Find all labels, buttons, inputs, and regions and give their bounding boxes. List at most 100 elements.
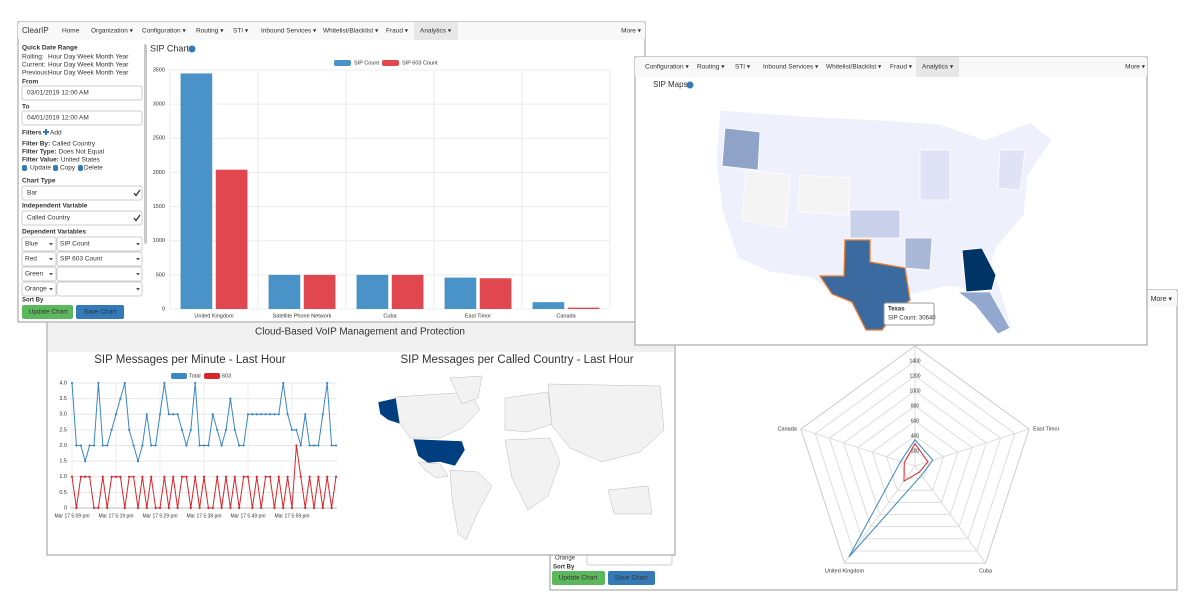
nav-item[interactable]: Configuration ▾ bbox=[645, 64, 689, 71]
input[interactable] bbox=[21, 85, 143, 101]
link[interactable]: Copy bbox=[60, 165, 76, 172]
select-value[interactable]: Called Country bbox=[27, 215, 71, 222]
r-tick-label: 1000 bbox=[909, 388, 920, 394]
select-value[interactable]: Red bbox=[25, 256, 37, 263]
nav-item[interactable]: Inbound Services ▾ bbox=[763, 64, 819, 71]
point bbox=[282, 381, 285, 385]
nav-item[interactable]: Configuration ▾ bbox=[142, 28, 186, 35]
y-tick-label: 3.5 bbox=[59, 396, 67, 402]
point bbox=[92, 444, 96, 447]
axis-label: United Kingdom bbox=[825, 569, 865, 575]
point bbox=[114, 413, 118, 416]
link[interactable]: Delete bbox=[84, 165, 103, 172]
select[interactable] bbox=[56, 281, 143, 297]
spoke bbox=[914, 428, 1030, 467]
select-value[interactable]: SIP 603 Count bbox=[60, 256, 102, 263]
point bbox=[110, 428, 113, 431]
nav-item[interactable]: Inbound Services ▾ bbox=[261, 28, 317, 35]
update-button[interactable] bbox=[552, 571, 605, 585]
y-tick-label: 0.5 bbox=[59, 490, 67, 496]
axis-label: Canada bbox=[778, 426, 798, 432]
state bbox=[904, 237, 933, 271]
radar-line bbox=[848, 438, 934, 558]
nav-item[interactable]: More ▾ bbox=[1125, 64, 1146, 71]
y-tick-label: 0 bbox=[64, 505, 67, 511]
point bbox=[229, 506, 232, 510]
range-links[interactable]: Hour Day Week Month Year bbox=[48, 70, 129, 77]
nav-item[interactable]: Routing ▾ bbox=[697, 64, 725, 71]
r-tick-label: 1200 bbox=[909, 373, 920, 379]
nav-item[interactable]: STI ▾ bbox=[233, 28, 249, 35]
nav-item[interactable]: More ▾ bbox=[1151, 296, 1173, 303]
nav-item[interactable]: Fraud ▾ bbox=[386, 28, 409, 35]
select[interactable] bbox=[21, 236, 57, 252]
nav-item[interactable]: Analytics ▾ bbox=[420, 28, 452, 35]
button-label[interactable]: Save Chart bbox=[84, 309, 117, 316]
y-tick-label: 3000 bbox=[153, 102, 165, 108]
bar bbox=[391, 274, 424, 309]
grid-ring bbox=[843, 390, 987, 528]
spoke bbox=[844, 465, 916, 564]
point bbox=[224, 475, 228, 478]
nav-item[interactable]: Whitelist/Blacklist ▾ bbox=[323, 28, 379, 35]
button-label[interactable]: Update Chart bbox=[29, 309, 68, 316]
save-button[interactable] bbox=[608, 571, 655, 585]
button-label[interactable]: Update Chart bbox=[559, 575, 598, 582]
nav-item[interactable]: Analytics ▾ bbox=[922, 64, 954, 71]
banner: Cloud-Based VoIP Management and Protecti… bbox=[255, 327, 465, 338]
point bbox=[79, 444, 82, 447]
select[interactable] bbox=[21, 266, 57, 282]
y-tick-label: 1000 bbox=[153, 238, 165, 244]
input[interactable] bbox=[21, 110, 143, 126]
nav-item[interactable]: Routing ▾ bbox=[196, 28, 224, 35]
select[interactable] bbox=[56, 266, 143, 282]
select-value[interactable]: Blue bbox=[25, 241, 38, 248]
select[interactable] bbox=[21, 281, 57, 297]
input-value[interactable]: 03/01/2019 12:00 AM bbox=[27, 90, 89, 97]
nav-item[interactable]: Fraud ▾ bbox=[890, 64, 913, 71]
update-button[interactable] bbox=[22, 305, 73, 319]
nav-item[interactable]: More ▾ bbox=[621, 28, 642, 35]
r-tick-label: 600 bbox=[911, 418, 920, 424]
point bbox=[330, 506, 333, 510]
nav-item[interactable]: STI ▾ bbox=[735, 64, 751, 71]
point bbox=[106, 444, 109, 447]
link[interactable]: Add bbox=[50, 130, 62, 137]
point bbox=[176, 413, 179, 416]
button-label[interactable]: Save Chart bbox=[615, 575, 648, 582]
save-button[interactable] bbox=[76, 305, 124, 319]
window: ClearIP Home Organization ▾ Configuration ▾… bbox=[17, 21, 646, 323]
input-value[interactable]: 04/01/2019 12:00 AM bbox=[27, 115, 89, 122]
point bbox=[136, 506, 140, 510]
point bbox=[295, 428, 298, 431]
select[interactable] bbox=[21, 185, 143, 201]
country bbox=[417, 461, 449, 479]
state bbox=[741, 169, 791, 229]
range-links[interactable]: Hour Day Week Month Year bbox=[48, 62, 129, 69]
grid-ring bbox=[857, 405, 973, 516]
select-value[interactable]: Bar bbox=[27, 190, 38, 197]
link[interactable]: Update bbox=[30, 165, 51, 172]
nav-item[interactable]: Organization ▾ bbox=[91, 28, 134, 35]
point bbox=[70, 475, 74, 478]
field-label: Independent Variable bbox=[22, 203, 88, 210]
point bbox=[290, 506, 294, 510]
point bbox=[97, 506, 100, 510]
select-value[interactable]: SIP Count bbox=[60, 241, 90, 248]
select-value[interactable]: Orange bbox=[25, 286, 47, 293]
point bbox=[290, 428, 294, 431]
select[interactable] bbox=[56, 236, 143, 252]
nav-active bbox=[414, 22, 458, 40]
state bbox=[721, 127, 761, 171]
nav-item[interactable]: Whitelist/Blacklist ▾ bbox=[826, 64, 882, 71]
nav-item[interactable]: Home bbox=[62, 28, 80, 35]
select[interactable] bbox=[56, 251, 143, 267]
point bbox=[167, 413, 170, 416]
y-tick-label: 3.0 bbox=[59, 412, 67, 418]
filter-value: United States bbox=[61, 157, 101, 164]
select[interactable] bbox=[21, 251, 57, 267]
legend-swatch bbox=[382, 60, 399, 66]
select-value[interactable]: Green bbox=[25, 271, 43, 278]
select[interactable] bbox=[21, 210, 143, 226]
range-links[interactable]: Hour Day Week Month Year bbox=[48, 54, 129, 61]
